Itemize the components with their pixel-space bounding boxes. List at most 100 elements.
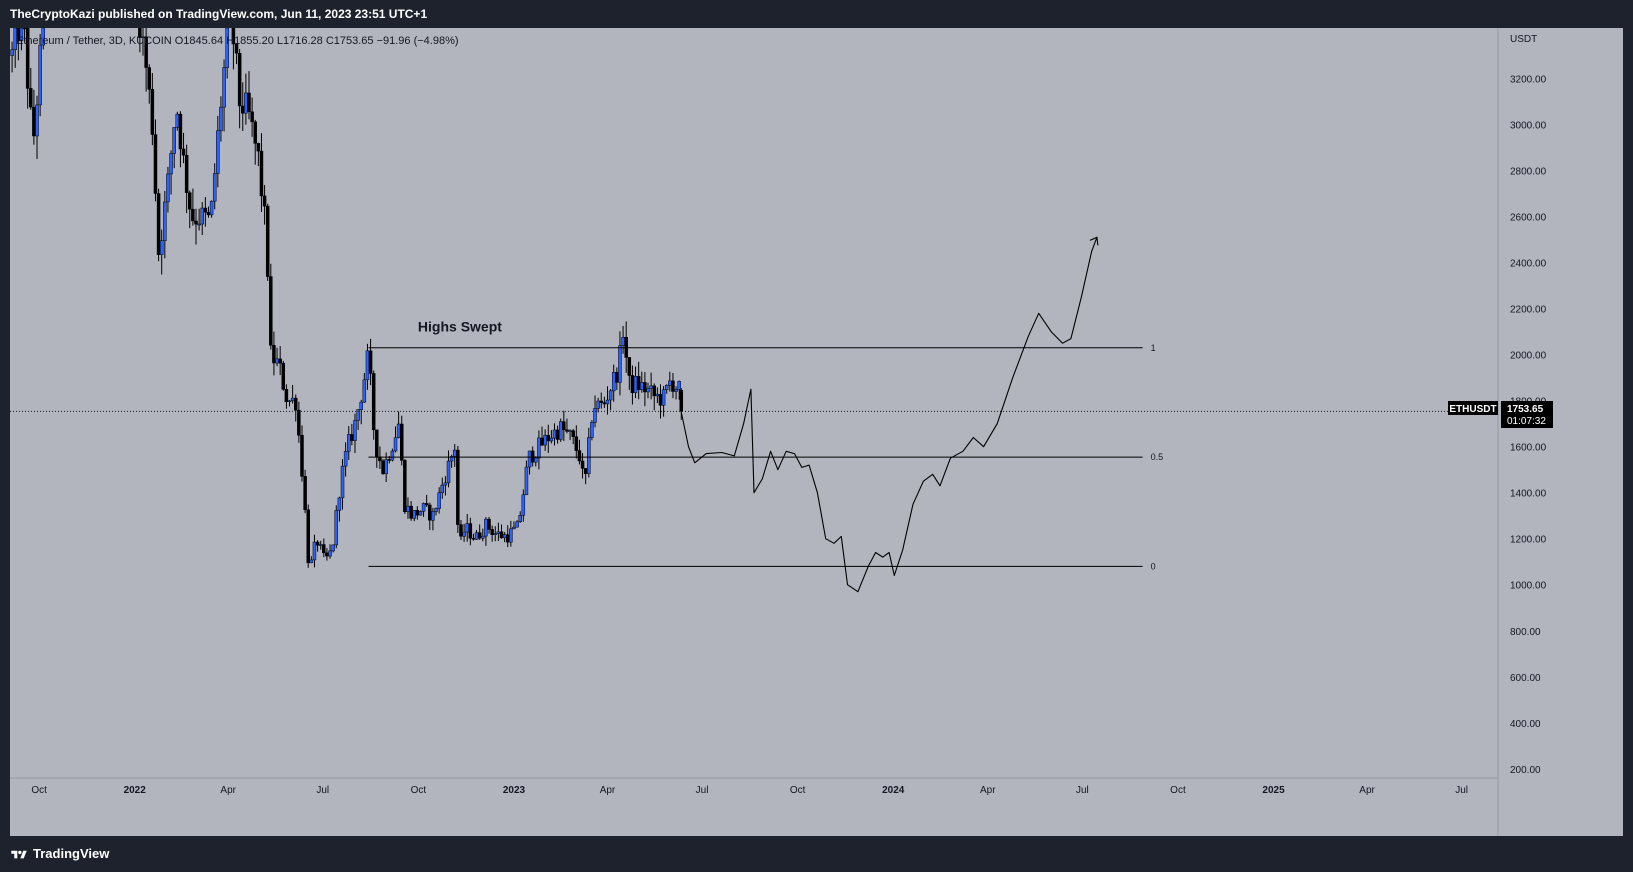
time-axis-tick: Jul: [316, 785, 329, 796]
candle-body: [194, 220, 198, 225]
candle-body: [502, 534, 507, 539]
candle-body: [399, 423, 404, 461]
candle-body: [163, 201, 167, 241]
candle-body: [471, 538, 476, 540]
candle-body: [41, 27, 46, 46]
candle-body: [368, 350, 373, 374]
candle-body: [534, 457, 538, 463]
candle-body: [568, 430, 572, 432]
time-axis-tick: 2022: [124, 785, 147, 796]
candle-body: [674, 389, 678, 392]
candle-body: [294, 397, 298, 411]
candle-body: [150, 89, 155, 135]
candle-body: [596, 400, 600, 409]
price-axis-tick: 800.00: [1510, 627, 1541, 638]
price-tag-box: [1501, 401, 1553, 428]
candle-body: [677, 381, 681, 390]
candle-body: [362, 379, 367, 403]
candle-body: [565, 429, 569, 432]
price-chart[interactable]: Highs Swept 1 0.5 0 3200.00 3000.00 2800.00 26…: [10, 27, 1623, 836]
price-axis-tick: 2200.00: [1510, 305, 1547, 316]
candle-body: [278, 358, 282, 364]
candle-body: [250, 111, 254, 123]
candle-body: [340, 465, 345, 499]
candle-body: [259, 150, 264, 197]
candle-body: [490, 529, 494, 535]
fib-level-label: 0.5: [1151, 452, 1164, 462]
candle-body: [297, 409, 301, 436]
candle-body: [649, 385, 653, 389]
candle-body: [200, 207, 204, 225]
candle-body: [418, 511, 423, 516]
candle-body: [181, 148, 186, 156]
candle-body: [671, 380, 675, 392]
price-axis-tick: 3200.00: [1510, 75, 1547, 86]
candle-body: [574, 436, 579, 451]
candle-body: [655, 393, 660, 397]
candle-body: [175, 113, 180, 128]
candle-body: [159, 240, 164, 255]
time-axis-tick: 2025: [1262, 785, 1285, 796]
candle-body: [371, 373, 376, 431]
candle-body: [138, 27, 142, 38]
candle-body: [191, 208, 195, 222]
candle-body: [241, 105, 245, 114]
candle-body: [577, 450, 582, 462]
candle-body: [172, 127, 176, 154]
candle-body: [611, 371, 616, 392]
candle-body: [540, 437, 544, 446]
candle-body: [350, 434, 354, 441]
candle-body: [212, 173, 217, 202]
drawings-group: Highs Swept 1 0.5 0: [10, 236, 1498, 593]
candle-body: [328, 550, 332, 557]
candle-body: [403, 460, 407, 513]
candle-body: [421, 503, 426, 512]
chart-area[interactable]: Highs Swept 1 0.5 0 3200.00 3000.00 2800.00 26…: [10, 27, 1623, 836]
fib-level-label: 1: [1151, 343, 1156, 353]
candle-body: [219, 106, 223, 132]
candle-body: [449, 456, 454, 462]
candle-body: [481, 535, 485, 539]
candle-body: [306, 509, 310, 564]
candle-body: [646, 388, 650, 393]
candle-body: [147, 67, 151, 90]
candle-body: [287, 400, 292, 403]
candle-body: [231, 27, 236, 45]
publisher-line: TheCryptoKazi published on TradingView.c…: [10, 7, 428, 21]
candle-body: [459, 524, 463, 537]
candle-body: [630, 375, 635, 393]
tradingview-logo-icon[interactable]: [10, 849, 28, 861]
candle-body: [549, 437, 554, 442]
candle-body: [365, 350, 370, 381]
candle-body: [640, 382, 644, 390]
candle-body: [325, 552, 329, 557]
candle-body: [424, 503, 429, 506]
candle-body: [10, 49, 14, 56]
candle-body: [378, 456, 382, 462]
candle-body: [428, 504, 432, 521]
candle-body: [474, 532, 479, 540]
candle-body: [627, 357, 632, 376]
legend-symbol-line: Ethereum / Tether, 3D, KUCOIN O1845.64 H…: [16, 35, 459, 47]
candle-body: [269, 276, 273, 346]
candle-body: [281, 362, 286, 390]
candle-body: [303, 476, 307, 511]
time-axis-tick: 2024: [882, 785, 905, 796]
candle-body: [32, 106, 36, 137]
candle-body: [679, 389, 684, 412]
candle-body: [456, 449, 460, 525]
time-axis-tick: Jul: [1455, 785, 1468, 796]
candle-body: [387, 459, 392, 461]
candle-body: [562, 421, 566, 431]
candle-body: [188, 192, 192, 210]
axes-group: 3200.00 3000.00 2800.00 2600.00 2400.00 2200.…: [31, 75, 1546, 796]
candle-body: [537, 437, 541, 459]
candle-body: [144, 36, 148, 68]
candle-body: [343, 451, 348, 467]
candle-body: [19, 27, 24, 42]
candle-body: [446, 460, 451, 484]
candle-body: [153, 134, 158, 194]
tradingview-brand[interactable]: TradingView: [33, 846, 110, 861]
candle-body: [605, 399, 610, 405]
price-axis-tick: 2800.00: [1510, 167, 1547, 178]
